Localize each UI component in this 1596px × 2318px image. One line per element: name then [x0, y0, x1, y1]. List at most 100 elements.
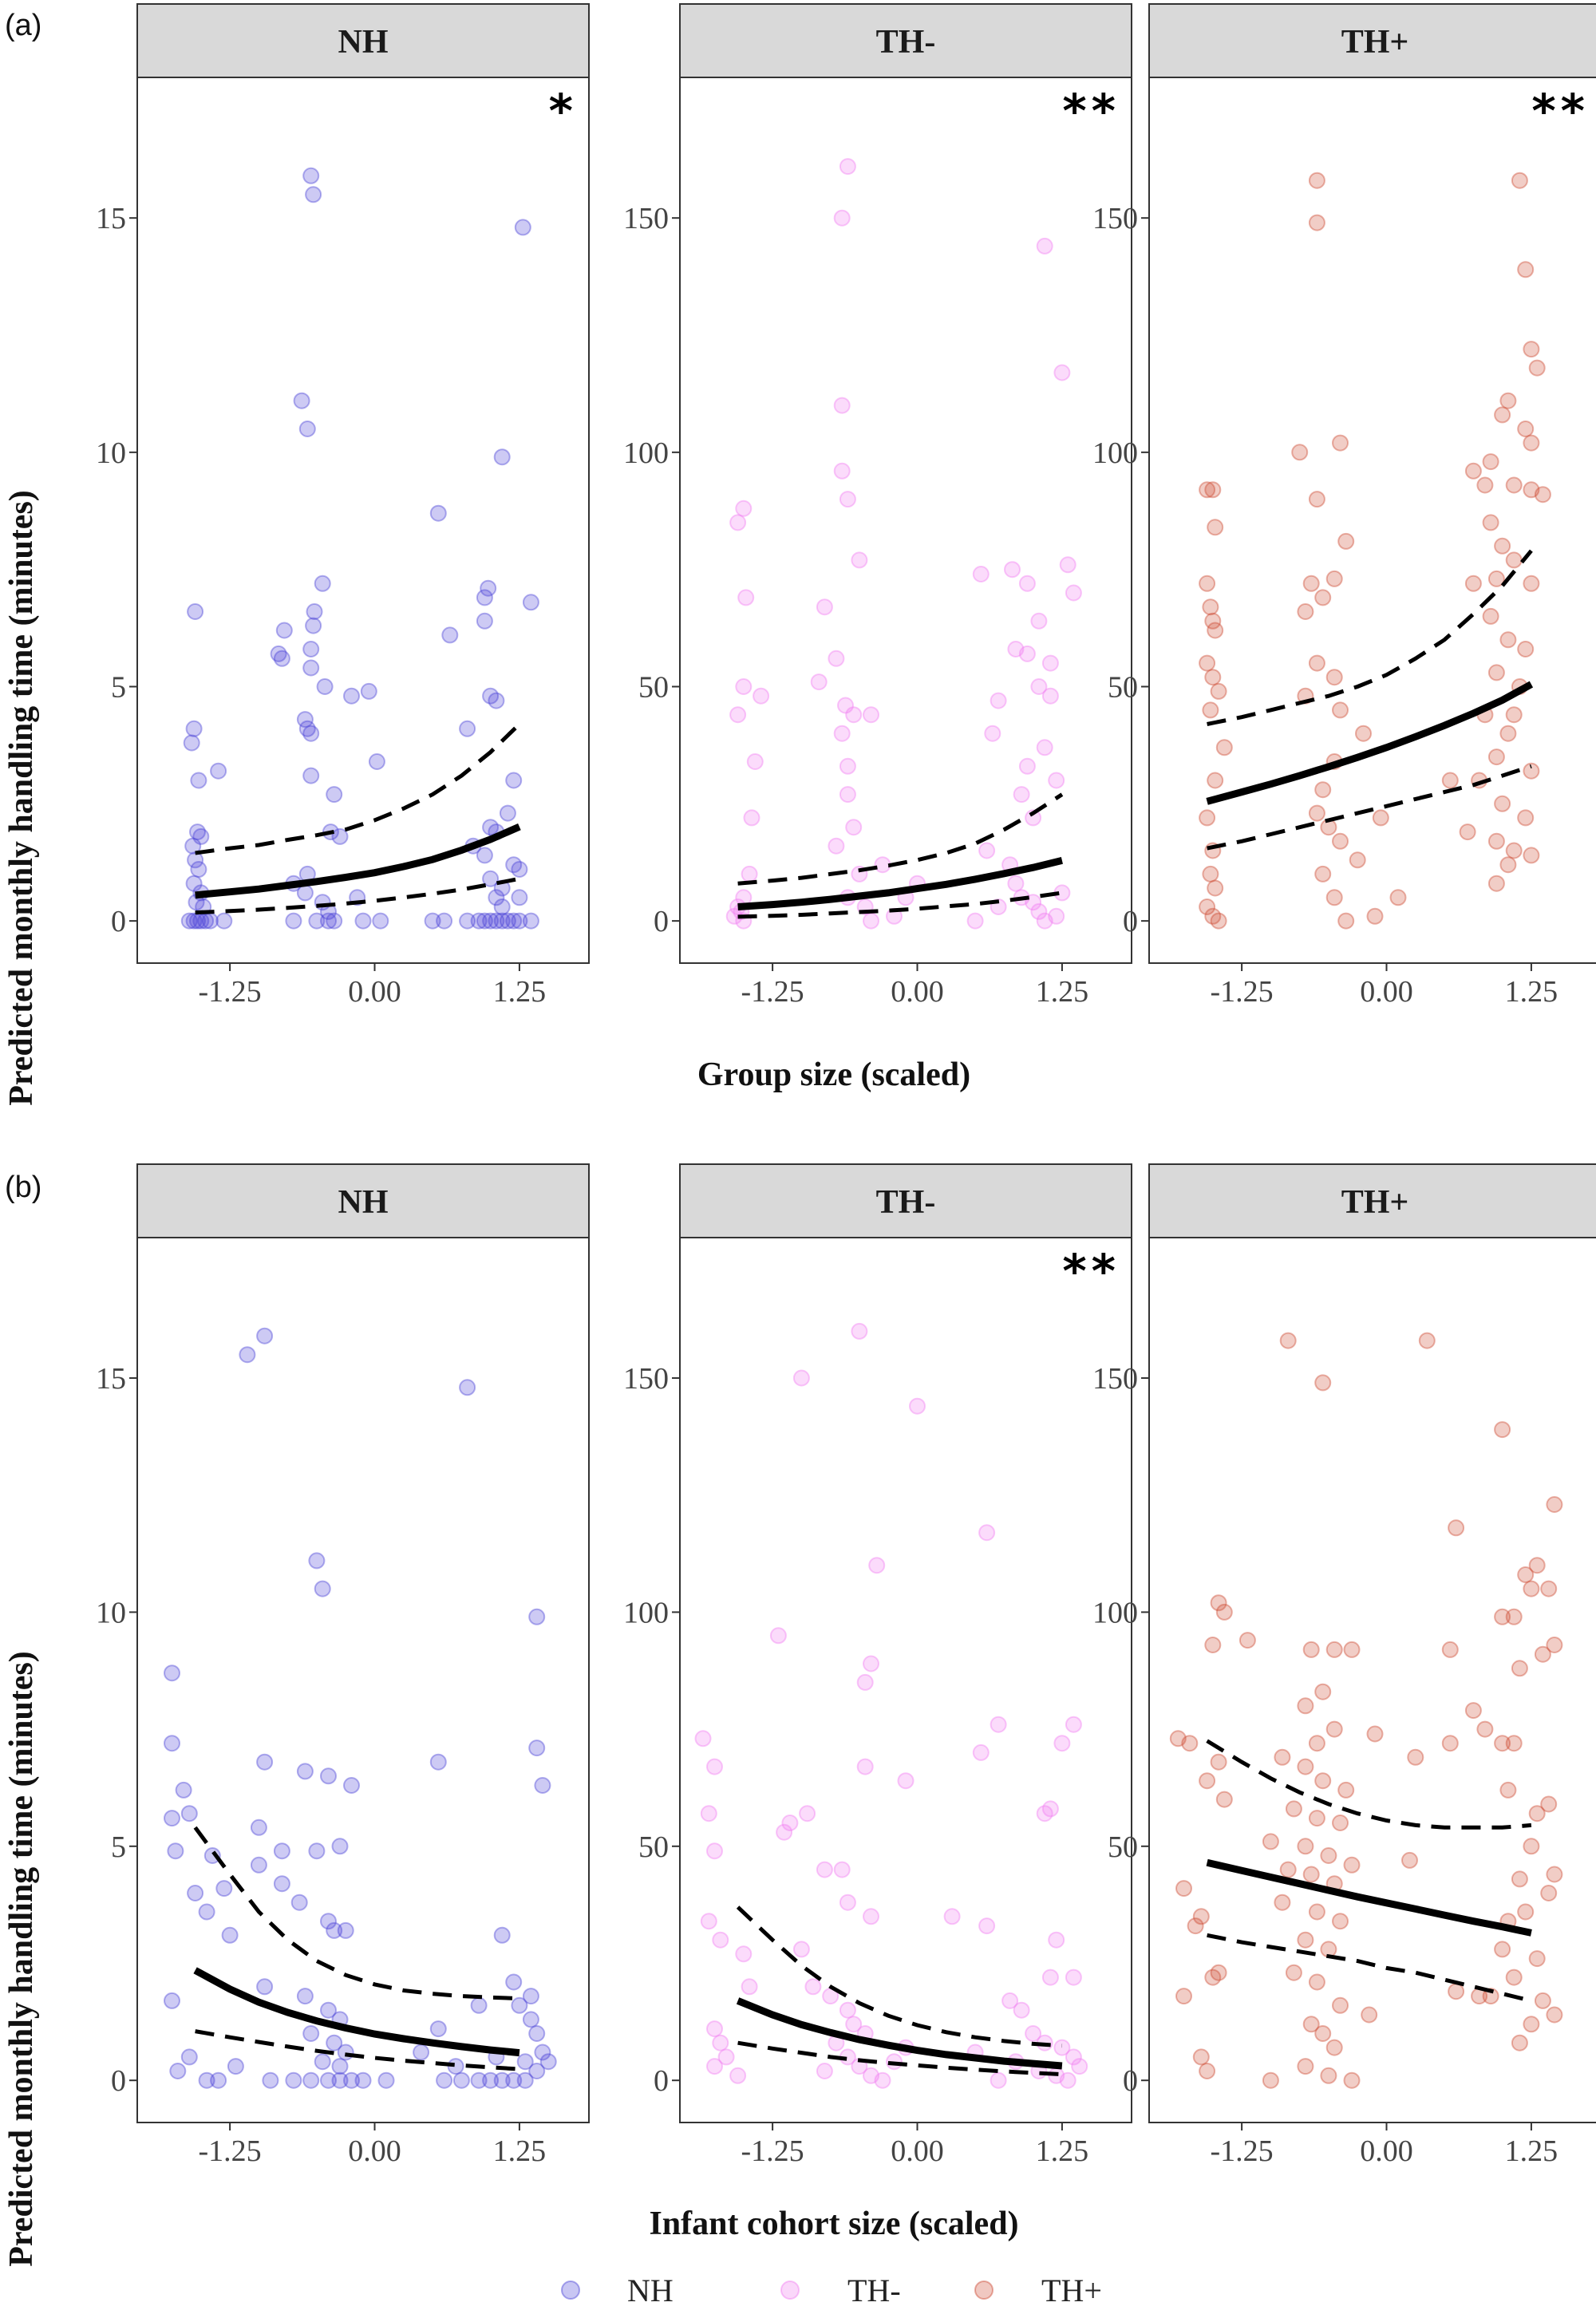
y-tick-label: 15 [96, 202, 126, 235]
data-point [227, 2058, 244, 2075]
data-point [1337, 912, 1355, 930]
data-point [1041, 654, 1059, 672]
data-point [1018, 757, 1036, 775]
data-point [1343, 1856, 1361, 1874]
data-point [1314, 2025, 1332, 2042]
data-point [296, 1988, 314, 2005]
data-point [1505, 706, 1523, 724]
legend-label-th-minus: TH- [847, 2273, 901, 2308]
y-tick-label: 5 [111, 1830, 126, 1864]
data-point [1048, 907, 1065, 925]
data-point [183, 734, 200, 752]
data-point [1511, 172, 1528, 189]
data-point [470, 1996, 488, 2014]
data-point [262, 2071, 279, 2089]
y-axis-title-a: Predicted monthly handling time (minutes… [3, 490, 40, 1106]
plot-panel [136, 77, 590, 964]
data-point [522, 1988, 539, 2005]
significance-marker: ** [1062, 1244, 1120, 1298]
data-point [1494, 406, 1511, 424]
data-point [828, 650, 845, 667]
x-tick-label: 1.25 [1505, 2134, 1558, 2168]
data-point [331, 1838, 349, 1855]
data-point [1523, 1580, 1540, 1597]
data-point [331, 827, 349, 845]
data-point [1325, 1641, 1343, 1658]
x-tick-label: 1.25 [493, 975, 547, 1009]
data-point [1053, 364, 1071, 381]
data-point [1494, 537, 1511, 555]
data-point [377, 2071, 395, 2089]
data-point [1325, 1720, 1343, 1738]
data-point [368, 753, 385, 770]
data-point [429, 2020, 447, 2038]
data-point [1207, 879, 1224, 897]
y-tick-label: 0 [654, 905, 669, 938]
data-point [470, 2071, 488, 2089]
data-point [1523, 575, 1540, 592]
data-point [201, 912, 219, 930]
data-point [1517, 421, 1535, 437]
data-point [990, 692, 1007, 709]
data-point [215, 1880, 233, 1897]
data-point [296, 884, 314, 902]
data-point [360, 682, 377, 700]
facet-strip-label: TH- [876, 24, 936, 61]
lower-ci-line [195, 876, 520, 915]
data-point [1262, 1833, 1279, 1850]
panel-a-label: (a) [5, 9, 41, 42]
data-point [1487, 832, 1505, 850]
data-point [511, 889, 528, 906]
data-point [493, 2071, 511, 2089]
facet-a-th-minusplus: TH+ 0 50 100 150 -1.25 0.00 1.25 ** [1092, 3, 1596, 1009]
y-tick-label: 5 [111, 670, 126, 704]
x-tick-label: 1.25 [1505, 975, 1558, 1009]
data-point [482, 2071, 500, 2089]
data-point [308, 1842, 326, 1860]
y-tick-label: 0 [1123, 2064, 1138, 2098]
data-point [1343, 2071, 1361, 2089]
data-point [1332, 434, 1349, 452]
plot-panel [1148, 1237, 1596, 2123]
data-point [1314, 1374, 1332, 1392]
data-point [1517, 1903, 1535, 1921]
data-point [302, 767, 320, 784]
facet-strip-label: TH+ [1341, 24, 1409, 61]
lower-ci-line [1207, 764, 1532, 851]
data-point [493, 898, 511, 915]
legend-swatch-th-plus [974, 2280, 994, 2300]
data-point [1204, 612, 1222, 630]
data-point [372, 912, 389, 930]
data-point [1059, 2071, 1077, 2089]
data-point [1372, 809, 1389, 827]
x-tick-label: 0.00 [348, 2134, 401, 2168]
data-point [1018, 575, 1036, 592]
data-point [1274, 1893, 1291, 1911]
data-point [694, 1730, 712, 1747]
data-point [1487, 570, 1505, 587]
data-point [1065, 584, 1082, 602]
data-point [354, 2071, 372, 2089]
data-point [296, 711, 314, 729]
data-point [1199, 575, 1216, 592]
data-point [505, 856, 523, 874]
data-point [250, 1856, 267, 1874]
data-point [863, 1655, 879, 1672]
data-point [499, 804, 516, 822]
data-point [1441, 772, 1459, 789]
data-point [314, 1580, 331, 1597]
data-point [488, 692, 505, 709]
data-point [1343, 1641, 1361, 1658]
data-point [511, 1996, 528, 2014]
data-point [505, 912, 523, 930]
data-point [851, 1322, 868, 1340]
data-point [354, 912, 372, 930]
x-tick-label: 0.00 [348, 975, 401, 1009]
data-point [978, 842, 996, 859]
x-tick-label: -1.25 [199, 975, 262, 1009]
y-tick-label: 50 [638, 1830, 669, 1864]
data-point [909, 1397, 926, 1415]
data-point [1199, 898, 1216, 915]
data-point [273, 1875, 290, 1893]
